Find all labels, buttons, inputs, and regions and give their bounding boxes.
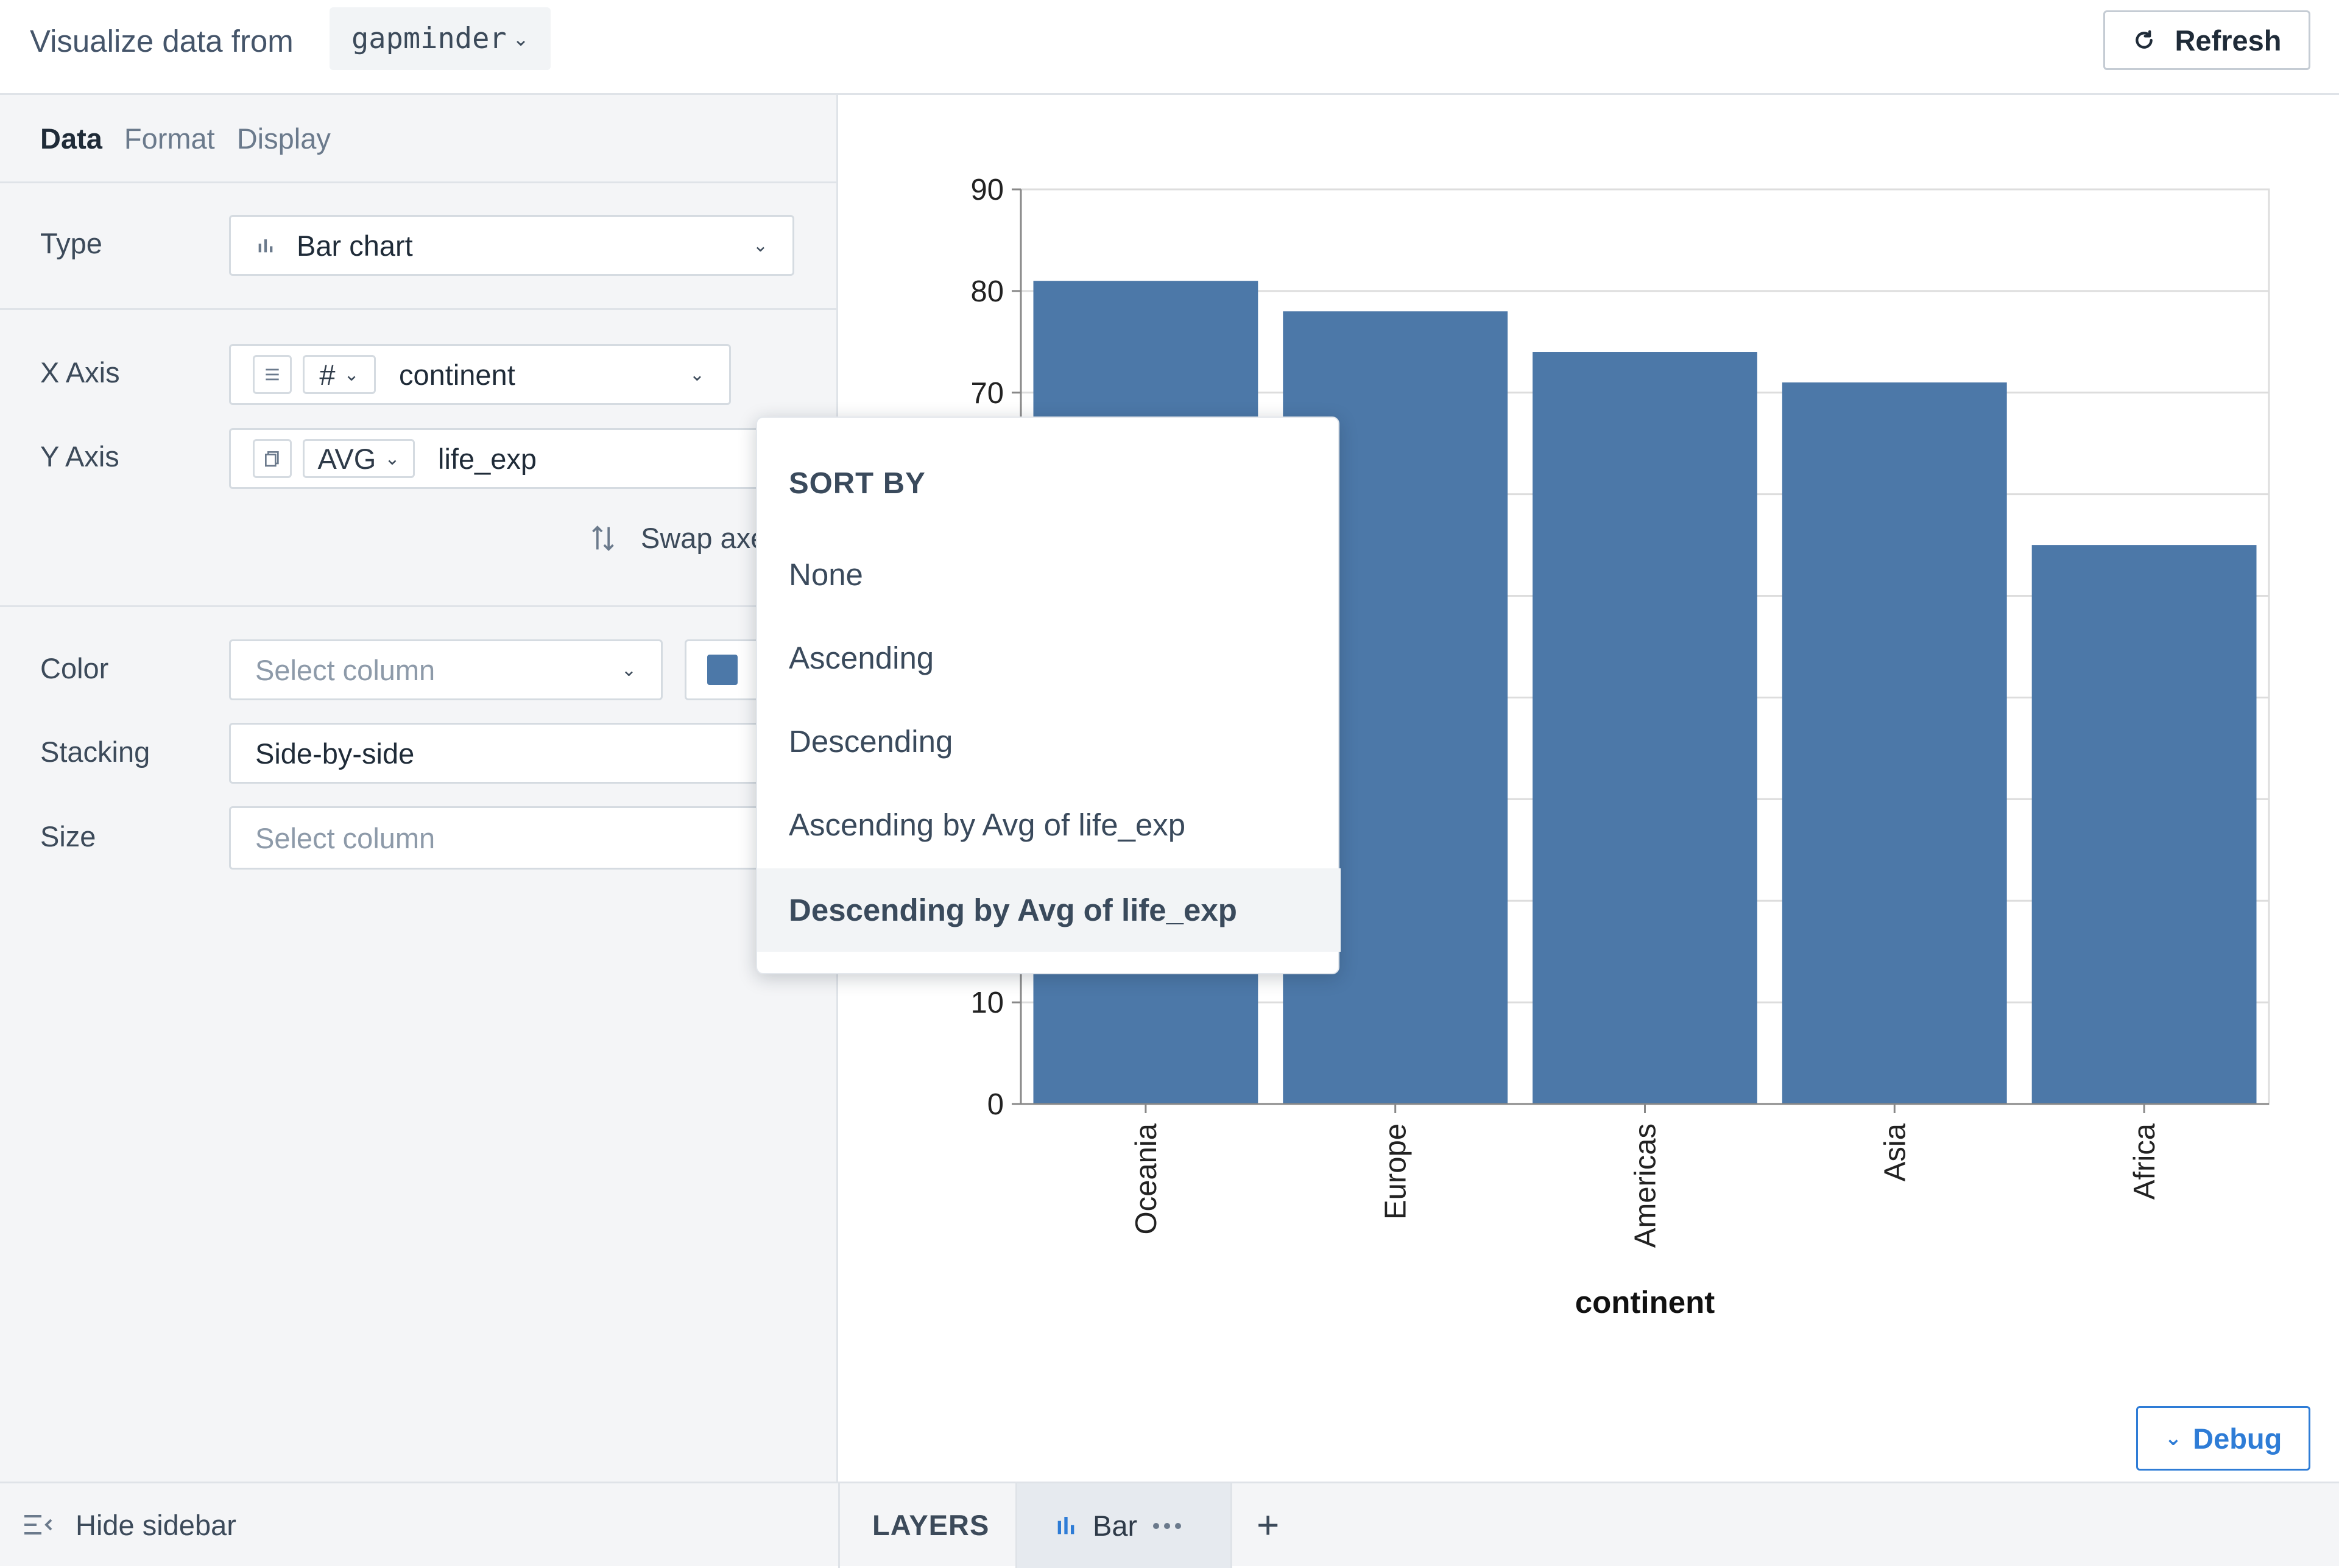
chevron-down-icon: ⌄ [384, 448, 400, 469]
top-bar: Visualize data from gapminder ⌄ Refresh [0, 0, 2339, 95]
type-label: Type [40, 227, 102, 259]
y-tick-label: 90 [970, 174, 1004, 206]
x-axis-column: continent [399, 358, 515, 391]
bar-chart-icon [258, 239, 273, 253]
visualize-label: Visualize data from [30, 24, 294, 58]
size-label: Size [40, 820, 96, 853]
refresh-icon [2136, 30, 2153, 49]
bar [1782, 382, 2007, 1104]
chevron-down-icon: ⌄ [2164, 1426, 2182, 1450]
chevron-down-icon: ⌄ [512, 27, 529, 51]
x-axis-title: continent [1575, 1285, 1715, 1320]
sort-option-ascending-by-value[interactable]: Ascending by Avg of life_exp [789, 807, 1186, 842]
y-axis-column: life_exp [438, 442, 537, 475]
y-tick-label: 70 [970, 377, 1004, 410]
color-label: Color [40, 652, 109, 684]
copy-icon [265, 451, 279, 467]
measure-type-button[interactable] [253, 439, 292, 478]
x-tick-label: Europe [1380, 1123, 1413, 1220]
refresh-label: Refresh [2175, 24, 2282, 57]
y-axis-label: Y Axis [40, 440, 119, 473]
chevron-down-icon: ⌄ [689, 364, 705, 385]
list-icon [266, 368, 279, 381]
size-column-placeholder: Select column [255, 821, 436, 854]
layers-label: LAYERS [872, 1508, 990, 1541]
bar [2031, 545, 2257, 1104]
collapse-sidebar-icon [24, 1515, 52, 1535]
y-tick-label: 10 [970, 986, 1004, 1019]
x-axis-label: X Axis [40, 356, 120, 388]
swap-icon [592, 525, 614, 551]
refresh-button[interactable]: Refresh [2103, 10, 2310, 70]
y-tick-label: 0 [987, 1088, 1004, 1121]
tab-format[interactable]: Format [124, 122, 215, 155]
bar-chart-icon [1057, 1516, 1074, 1534]
y-tick-label: 80 [970, 275, 1004, 308]
y-axis-select[interactable]: AVG ⌄ life_exp [229, 428, 777, 489]
divider [0, 605, 838, 607]
divider [838, 1483, 840, 1568]
layer-tab-bar[interactable]: Bar [1015, 1483, 1232, 1568]
sidebar: Data Format Display Type Bar chart ⌄ X A… [0, 95, 838, 1482]
color-column-placeholder: Select column [255, 653, 436, 686]
x-axis-type-select[interactable]: # ⌄ [303, 355, 376, 394]
sort-option-none[interactable]: None [789, 557, 863, 592]
chart-type-value: Bar chart [297, 229, 413, 262]
hide-sidebar-label: Hide sidebar [76, 1508, 236, 1541]
hide-sidebar-button[interactable]: Hide sidebar [22, 1483, 236, 1566]
aggregation-select[interactable]: AVG ⌄ [303, 439, 415, 478]
tab-display[interactable]: Display [236, 122, 331, 155]
x-axis-select[interactable]: # ⌄ continent ⌄ [229, 344, 731, 405]
layer-name: Bar [1093, 1510, 1138, 1542]
data-source-value: gapminder [351, 22, 507, 55]
x-tick-label: Asia [1879, 1123, 1911, 1181]
data-source-select[interactable]: gapminder ⌄ [330, 7, 551, 70]
sort-option-descending-by-value[interactable]: Descending by Avg of life_exp [757, 868, 1341, 952]
dimension-type-button[interactable] [253, 355, 292, 394]
stacking-label: Stacking [40, 736, 150, 768]
stacking-value: Side-by-side [255, 737, 415, 770]
x-tick-label: Americas [1629, 1123, 1662, 1248]
debug-label: Debug [2193, 1422, 2282, 1455]
ellipsis-icon[interactable] [1152, 1522, 1182, 1530]
aggregation-value: AVG [317, 442, 376, 475]
plus-icon: + [1257, 1503, 1280, 1547]
chevron-down-icon: ⌄ [621, 659, 637, 681]
swap-axes-button[interactable]: Swap axes [590, 521, 781, 555]
color-swatch [707, 655, 738, 685]
size-column-select[interactable]: Select column [229, 806, 777, 870]
tab-data[interactable]: Data [40, 122, 102, 155]
sort-menu-title: SORT BY [789, 467, 926, 500]
color-column-select[interactable]: Select column ⌄ [229, 639, 663, 700]
divider [0, 308, 838, 310]
chevron-down-icon: ⌄ [344, 364, 359, 385]
add-layer-button[interactable]: + [1257, 1483, 1279, 1566]
sort-option-descending[interactable]: Descending [789, 724, 953, 759]
bottom-bar: Hide sidebar LAYERS Bar + [0, 1482, 2339, 1568]
sort-menu: SORT BY None Ascending Descending Ascend… [756, 417, 1341, 974]
stacking-select[interactable]: Side-by-side [229, 723, 777, 784]
chevron-down-icon: ⌄ [752, 234, 768, 256]
x-tick-label: Oceania [1130, 1123, 1163, 1234]
chart-type-select[interactable]: Bar chart ⌄ [229, 215, 794, 276]
x-axis-type-value: # [319, 358, 336, 391]
x-tick-label: Africa [2128, 1123, 2161, 1200]
debug-button[interactable]: ⌄ Debug [2136, 1406, 2310, 1471]
bar [1533, 352, 1757, 1104]
sidebar-tabs: Data Format Display [0, 95, 838, 183]
sort-option-ascending[interactable]: Ascending [789, 641, 934, 675]
